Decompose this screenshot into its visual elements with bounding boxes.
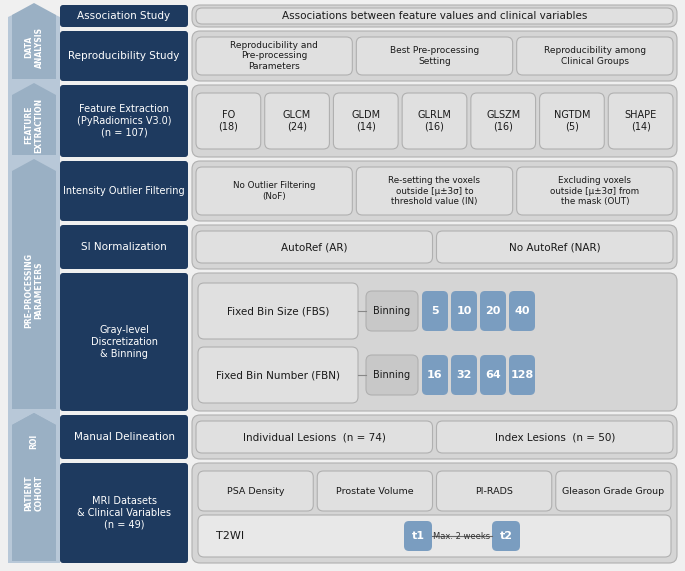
FancyBboxPatch shape	[192, 5, 677, 27]
Text: t2: t2	[499, 531, 512, 541]
Polygon shape	[12, 83, 56, 95]
FancyBboxPatch shape	[196, 167, 352, 215]
Polygon shape	[12, 413, 56, 425]
Text: 64: 64	[485, 370, 501, 380]
Text: GLCM
(24): GLCM (24)	[283, 110, 311, 132]
FancyBboxPatch shape	[198, 347, 358, 403]
FancyBboxPatch shape	[556, 471, 671, 511]
Text: Max. 2 weeks: Max. 2 weeks	[434, 532, 490, 541]
FancyBboxPatch shape	[192, 273, 677, 411]
Text: 128: 128	[510, 370, 534, 380]
Text: Individual Lesions  (n = 74): Individual Lesions (n = 74)	[242, 432, 386, 442]
Text: GLRLM
(16): GLRLM (16)	[418, 110, 451, 132]
Text: Binning: Binning	[373, 370, 410, 380]
Polygon shape	[8, 5, 60, 17]
Polygon shape	[12, 15, 56, 79]
FancyBboxPatch shape	[436, 421, 673, 453]
FancyBboxPatch shape	[540, 93, 604, 149]
Text: Feature Extraction
(PyRadiomics V3.0)
(n = 107): Feature Extraction (PyRadiomics V3.0) (n…	[77, 104, 171, 138]
FancyBboxPatch shape	[422, 291, 448, 331]
Polygon shape	[12, 159, 56, 171]
FancyBboxPatch shape	[451, 291, 477, 331]
FancyBboxPatch shape	[60, 31, 188, 81]
FancyBboxPatch shape	[516, 37, 673, 75]
FancyBboxPatch shape	[60, 5, 188, 27]
Text: MRI Datasets
& Clinical Variables
(n = 49): MRI Datasets & Clinical Variables (n = 4…	[77, 496, 171, 529]
FancyBboxPatch shape	[196, 8, 673, 24]
Text: t1: t1	[412, 531, 425, 541]
Polygon shape	[12, 3, 56, 15]
FancyBboxPatch shape	[192, 225, 677, 269]
Text: No AutoRef (NAR): No AutoRef (NAR)	[509, 242, 601, 252]
Text: PSA Density: PSA Density	[227, 486, 284, 496]
Text: No Outlier Filtering
(NoF): No Outlier Filtering (NoF)	[233, 182, 315, 200]
FancyBboxPatch shape	[516, 167, 673, 215]
FancyBboxPatch shape	[196, 93, 261, 149]
Text: Fixed Bin Size (FBS): Fixed Bin Size (FBS)	[227, 306, 329, 316]
FancyBboxPatch shape	[60, 463, 188, 563]
FancyBboxPatch shape	[60, 225, 188, 269]
Text: Excluding voxels
outside [μ±3σ] from
the mask (OUT): Excluding voxels outside [μ±3σ] from the…	[550, 176, 639, 206]
Text: Intensity Outlier Filtering: Intensity Outlier Filtering	[63, 186, 185, 196]
Text: PATIENT
COHORT: PATIENT COHORT	[24, 475, 44, 511]
FancyBboxPatch shape	[192, 463, 677, 563]
FancyBboxPatch shape	[509, 291, 535, 331]
Text: Fixed Bin Number (FBN): Fixed Bin Number (FBN)	[216, 370, 340, 380]
FancyBboxPatch shape	[198, 515, 671, 557]
FancyBboxPatch shape	[366, 291, 418, 331]
FancyBboxPatch shape	[196, 37, 352, 75]
FancyBboxPatch shape	[404, 521, 432, 551]
FancyBboxPatch shape	[480, 291, 506, 331]
Text: Gleason Grade Group: Gleason Grade Group	[562, 486, 664, 496]
Text: PRE-PROCESSING
PARAMETERS: PRE-PROCESSING PARAMETERS	[24, 252, 44, 328]
Text: FEATURE
EXTRACTION: FEATURE EXTRACTION	[24, 98, 44, 152]
Polygon shape	[12, 425, 56, 457]
Text: ROI: ROI	[29, 433, 38, 449]
Text: Prostate Volume: Prostate Volume	[336, 486, 414, 496]
FancyBboxPatch shape	[264, 93, 329, 149]
Text: Re-setting the voxels
outside [μ±3σ] to
threshold value (IN): Re-setting the voxels outside [μ±3σ] to …	[388, 176, 480, 206]
FancyBboxPatch shape	[402, 93, 467, 149]
Text: Manual Delineation: Manual Delineation	[73, 432, 175, 442]
Text: NGTDM
(5): NGTDM (5)	[553, 110, 590, 132]
FancyBboxPatch shape	[196, 421, 432, 453]
FancyBboxPatch shape	[60, 415, 188, 459]
FancyBboxPatch shape	[317, 471, 432, 511]
FancyBboxPatch shape	[492, 521, 520, 551]
FancyBboxPatch shape	[451, 355, 477, 395]
Text: GLDM
(14): GLDM (14)	[351, 110, 380, 132]
FancyBboxPatch shape	[436, 231, 673, 263]
Text: Gray-level
Discretization
& Binning: Gray-level Discretization & Binning	[90, 325, 158, 359]
FancyBboxPatch shape	[192, 31, 677, 81]
Text: 40: 40	[514, 306, 530, 316]
Text: T2WI: T2WI	[216, 531, 244, 541]
FancyBboxPatch shape	[366, 355, 418, 395]
FancyBboxPatch shape	[196, 231, 432, 263]
FancyBboxPatch shape	[198, 471, 313, 511]
FancyBboxPatch shape	[608, 93, 673, 149]
Text: Association Study: Association Study	[77, 11, 171, 21]
FancyBboxPatch shape	[471, 93, 536, 149]
Text: Reproducibility and
Pre-processing
Parameters: Reproducibility and Pre-processing Param…	[230, 41, 318, 71]
FancyBboxPatch shape	[356, 167, 512, 215]
FancyBboxPatch shape	[198, 283, 358, 339]
FancyBboxPatch shape	[422, 355, 448, 395]
Text: FO
(18): FO (18)	[219, 110, 238, 132]
Text: Binning: Binning	[373, 306, 410, 316]
Text: 5: 5	[431, 306, 439, 316]
FancyBboxPatch shape	[480, 355, 506, 395]
Text: 32: 32	[456, 370, 472, 380]
FancyBboxPatch shape	[60, 161, 188, 221]
FancyBboxPatch shape	[356, 37, 512, 75]
FancyBboxPatch shape	[436, 471, 551, 511]
Text: PI-RADS: PI-RADS	[475, 486, 513, 496]
FancyBboxPatch shape	[509, 355, 535, 395]
Polygon shape	[12, 95, 56, 155]
Text: GLSZM
(16): GLSZM (16)	[486, 110, 521, 132]
FancyBboxPatch shape	[60, 273, 188, 411]
FancyBboxPatch shape	[192, 85, 677, 157]
Polygon shape	[12, 171, 56, 409]
Text: Best Pre-processing
Setting: Best Pre-processing Setting	[390, 46, 479, 66]
FancyBboxPatch shape	[60, 85, 188, 157]
Polygon shape	[12, 425, 56, 561]
